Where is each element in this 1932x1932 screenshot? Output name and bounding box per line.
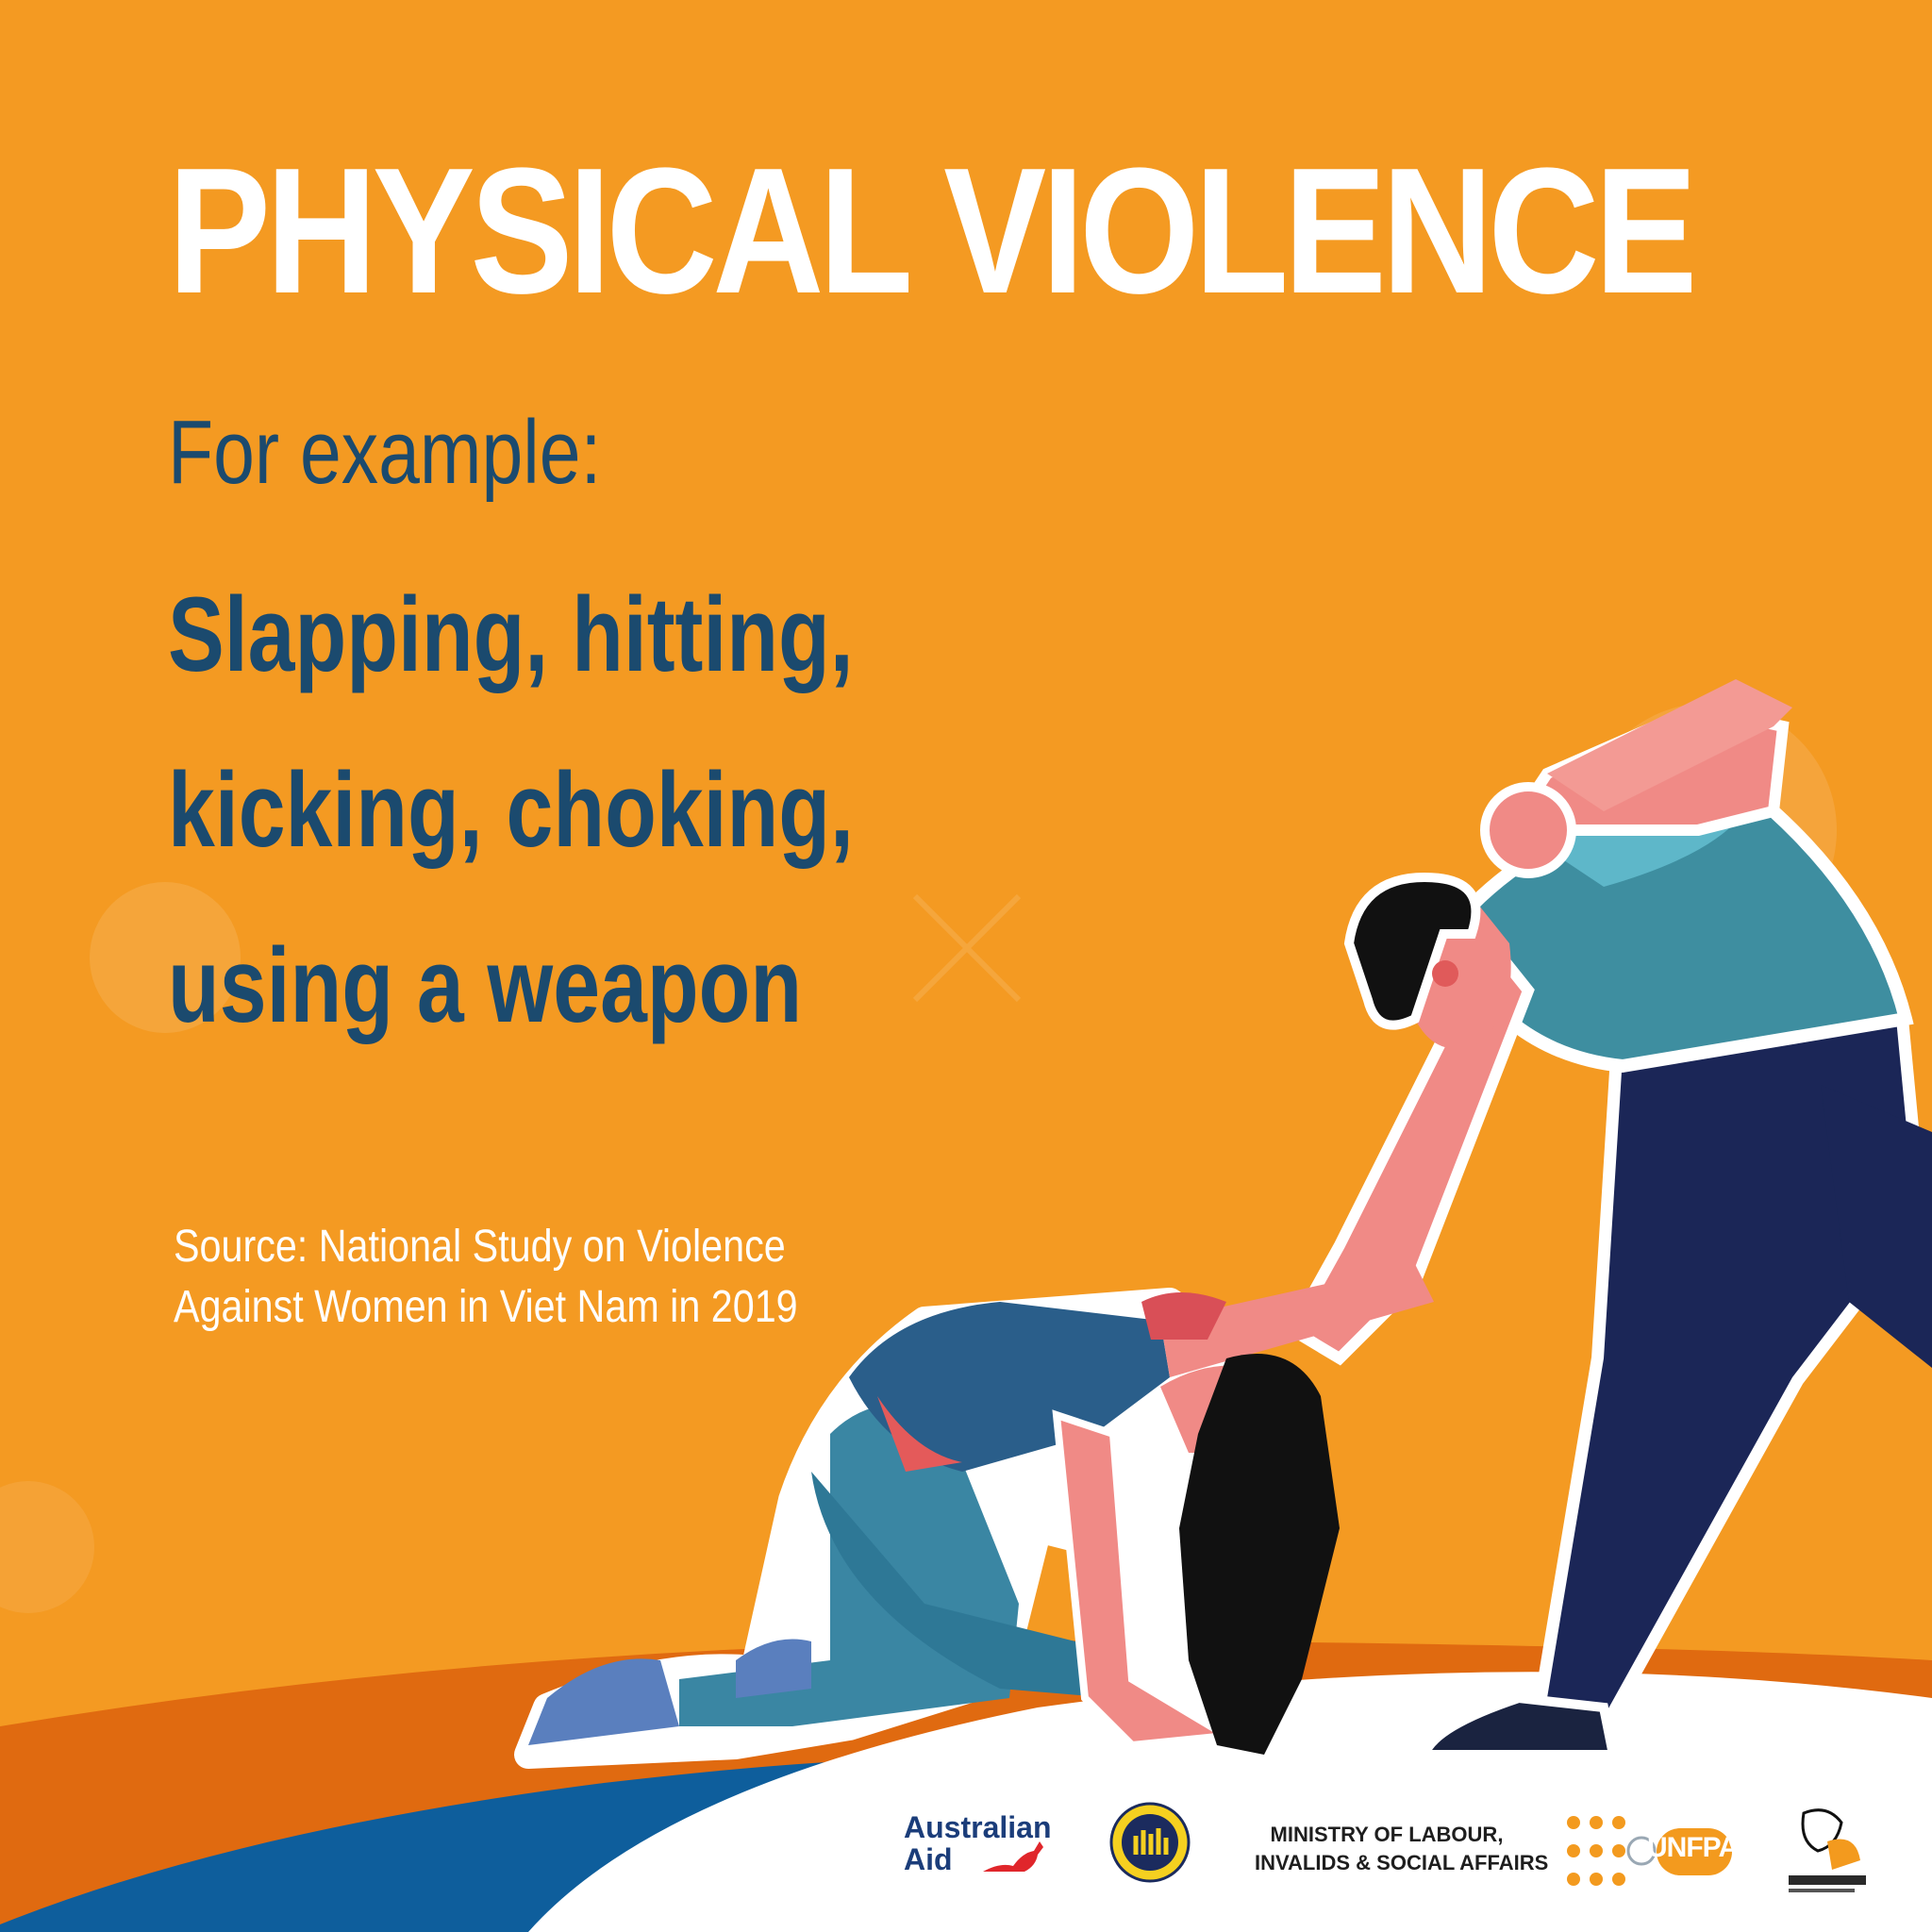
unfpa-label: UNFPA — [1647, 1832, 1739, 1863]
example-line: Slapping, hitting, — [168, 575, 854, 693]
australian-aid-line: Aid — [904, 1842, 953, 1876]
man-figure — [1284, 679, 1932, 1759]
source-citation: Source: National Study on Violence Again… — [174, 1217, 798, 1338]
unfpa-dots-icon — [1567, 1816, 1732, 1886]
australian-aid-logo: Australian Aid — [904, 1811, 1051, 1875]
example-line: using a weapon — [168, 926, 803, 1044]
molisa-line: MINISTRY OF LABOUR, — [1270, 1823, 1504, 1846]
example-line: kicking, choking, — [168, 751, 854, 869]
knowvawdata-logo-icon — [1789, 1808, 1866, 1892]
kangaroo-icon — [983, 1841, 1043, 1872]
australian-aid-line: Australian — [904, 1810, 1052, 1844]
molisa-line: INVALIDS & SOCIAL AFFAIRS — [1255, 1851, 1549, 1874]
page-title: PHYSICAL VIOLENCE — [168, 131, 1697, 331]
source-line: Source: National Study on Violence — [174, 1222, 786, 1272]
statistics-office-seal-icon — [1109, 1802, 1191, 1883]
subtitle: For example: — [168, 402, 602, 503]
partner-logos: Australian Aid MINISTRY OF LABOUR, INVAL… — [0, 1783, 1932, 1915]
source-line: Against Women in Viet Nam in 2019 — [174, 1282, 798, 1332]
molisa-logo: MINISTRY OF LABOUR, INVALIDS & SOCIAL AF… — [1255, 1821, 1549, 1877]
examples-list: Slapping, hitting, kicking, choking, usi… — [168, 547, 854, 1074]
woman-figure — [514, 1264, 1434, 1769]
